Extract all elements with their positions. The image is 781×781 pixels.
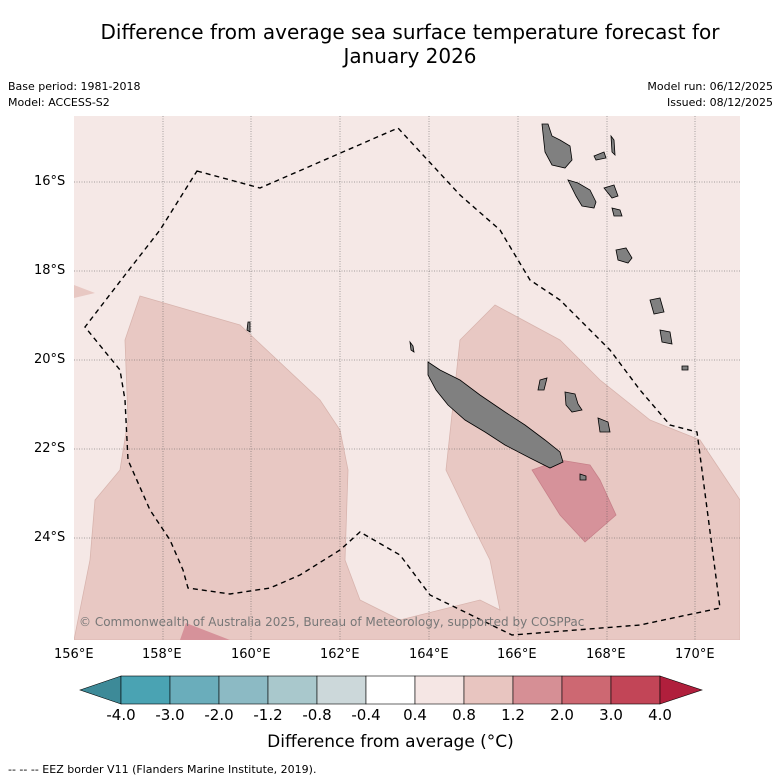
lat-tick-24s: 24°S (34, 530, 66, 545)
lon-tick-160e: 160°E (231, 647, 271, 662)
colorbar-bin (120, 675, 171, 705)
colorbar-tick: 0.4 (403, 706, 427, 724)
colorbar-bin (512, 675, 563, 705)
lat-tick-16s: 16°S (34, 174, 66, 189)
map-title-line2: January 2026 (343, 44, 477, 68)
eez-legend: -- -- -- EEZ border V11 (Flanders Marine… (8, 763, 317, 776)
anomaly-field-west-patch (74, 285, 95, 298)
anomaly-field-0.8-1.2 (74, 295, 740, 640)
lon-tick-162e: 162°E (320, 647, 360, 662)
colorbar-tick: -1.2 (253, 706, 283, 724)
colorbar-bin (365, 675, 416, 705)
lat-tick-18s: 18°S (34, 263, 66, 278)
land-new-caledonia (409, 340, 611, 481)
lon-tick-170e: 170°E (675, 647, 715, 662)
lon-tick-166e: 166°E (497, 647, 537, 662)
model-run: Model run: 06/12/2025 (647, 80, 773, 93)
issued-date: Issued: 08/12/2025 (666, 96, 773, 109)
colorbar-tick: 3.0 (599, 706, 623, 724)
lon-tick-158e: 158°E (142, 647, 182, 662)
colorbar-tick: -3.0 (155, 706, 185, 724)
land-vanuatu (246, 123, 689, 371)
lat-tick-22s: 22°S (34, 441, 66, 456)
colorbar-tick: 0.8 (452, 706, 476, 724)
base-period: Base period: 1981-2018 (8, 80, 141, 93)
colorbar-tick: 4.0 (648, 706, 672, 724)
lon-tick-156e: 156°E (54, 647, 94, 662)
lon-tick-168e: 168°E (586, 647, 626, 662)
colorbar (79, 675, 703, 705)
map-area (74, 116, 740, 640)
colorbar-bin (218, 675, 269, 705)
colorbar-under-extension (79, 675, 122, 705)
colorbar-tick: -2.0 (204, 706, 234, 724)
colorbar-over-extension (659, 675, 703, 705)
graticule (74, 116, 740, 640)
colorbar-tick: 2.0 (550, 706, 574, 724)
lon-tick-164e: 164°E (409, 647, 449, 662)
colorbar-bin (169, 675, 220, 705)
map-title-line1: Difference from average sea surface temp… (100, 20, 720, 44)
colorbar-bin (316, 675, 367, 705)
anomaly-field-sw-patch (180, 623, 230, 640)
colorbar-bin (414, 675, 465, 705)
colorbar-bin (610, 675, 661, 705)
colorbar-tick: 1.2 (501, 706, 525, 724)
lat-tick-20s: 20°S (34, 352, 66, 367)
colorbar-tick: -0.4 (351, 706, 381, 724)
colorbar-bin (561, 675, 612, 705)
colorbar-bin (267, 675, 318, 705)
copyright-text: © Commonwealth of Australia 2025, Bureau… (79, 615, 585, 629)
colorbar-bin (463, 675, 514, 705)
anomaly-field-1.2-2.0 (531, 459, 617, 543)
colorbar-label: Difference from average (°C) (267, 732, 514, 752)
colorbar-tick: -0.8 (302, 706, 332, 724)
model-name: Model: ACCESS-S2 (8, 96, 110, 109)
colorbar-tick: -4.0 (106, 706, 136, 724)
eez-border (84, 127, 721, 636)
